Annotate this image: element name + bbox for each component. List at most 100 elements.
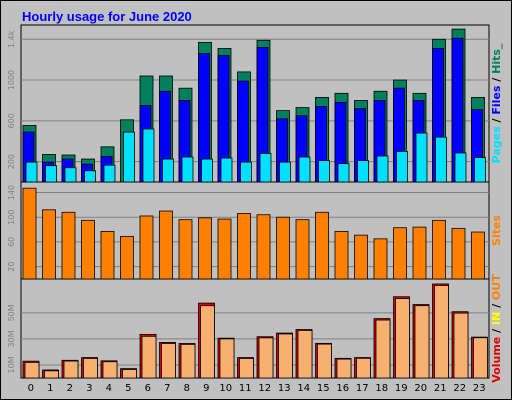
bar-kbin-14 [297,330,313,379]
bar-pages-9 [201,158,213,183]
x-tick-label-21: 21 [434,383,447,394]
bar-kbin-1 [44,370,59,379]
bar-kbin-0 [24,361,40,379]
bar-pages-0 [25,161,38,183]
bar-pages-20 [415,132,428,183]
bar-pages-3 [84,170,96,183]
legend-item-1-2: Files [490,85,503,115]
x-tick-label-17: 17 [356,383,369,394]
legend-item-3-1: / [490,325,503,337]
bar-sites-1 [42,209,56,280]
x-tick-label-15: 15 [317,383,330,394]
bar-sites-3 [81,219,95,280]
x-tick-label-8: 8 [184,383,190,394]
bar-pages-1 [45,165,57,183]
legend-item-3-3: / [490,300,503,312]
bar-pages-21 [435,136,447,183]
x-tick-label-10: 10 [219,383,232,394]
bar-sites-16 [334,231,349,280]
bar-kbin-17 [356,357,371,379]
x-tick-label-13: 13 [278,383,291,394]
plot-area-1 [20,24,490,183]
legend-item-3-2: IN [490,312,503,325]
bar-pages-22 [454,152,467,183]
bar-pages-23 [474,157,486,183]
bar-kbin-18 [375,319,391,379]
x-tick-label-3: 3 [86,383,92,394]
x-tick-label-1: 1 [47,383,53,394]
bar-kbin-22 [453,312,469,379]
bar-pages-8 [181,156,194,183]
legend-2: Sites [490,215,503,246]
bar-kbin-12 [258,337,274,379]
bar-kbin-16 [336,358,352,379]
x-tick-label-0: 0 [28,383,34,394]
legend-item-1-3: / [490,74,503,86]
bar-sites-10 [217,218,232,280]
y-tick-label-1-3: 1.4k [7,30,16,48]
legend-item-1-4: Hits_ [490,43,503,74]
bar-kbin-19 [395,298,410,379]
bar-kbin-11 [239,358,254,379]
chart-title: Hourly usage for June 2020 [1,1,512,31]
bar-pages-12 [259,153,272,183]
plot-area-3 [20,278,490,379]
x-tick-label-4: 4 [106,383,112,394]
bar-sites-2 [61,211,76,280]
bar-pages-14 [298,156,311,183]
x-tick-label-20: 20 [414,383,427,394]
x-tick-label-18: 18 [375,383,388,394]
x-tick-label-16: 16 [336,383,349,394]
bar-pages-2 [64,167,77,183]
chart-title-text: Hourly usage for June 2020 [22,9,192,24]
x-tick-label-19: 19 [395,383,408,394]
x-tick-label-5: 5 [125,383,131,394]
x-tick-label-22: 22 [453,383,466,394]
x-tick-label-6: 6 [145,383,151,394]
bar-sites-22 [451,227,466,280]
y-tick-label-2-3: 140 [7,185,16,200]
bar-kbin-3 [83,358,98,379]
bar-pages-4 [103,164,116,183]
y-tick-label-3-1: 30M [7,330,16,347]
bar-pages-18 [376,155,389,183]
y-tick-label-3-2: 50M [7,304,16,321]
y-tick-label-2-1: 60 [7,237,16,247]
y-tick-label-2-0: 20 [7,262,16,272]
bar-sites-20 [412,226,427,280]
bar-sites-8 [178,219,193,280]
x-tick-label-23: 23 [473,383,486,394]
bar-sites-19 [393,227,407,280]
bar-kbin-13 [278,333,293,379]
bar-kbin-9 [200,305,215,379]
legend-3: Volume / IN / OUT [490,274,503,383]
bar-sites-11 [237,213,251,280]
bar-pages-10 [220,157,233,183]
bar-pages-17 [357,160,369,183]
bar-sites-14 [295,219,310,280]
bar-kbin-20 [414,305,430,379]
bar-sites-15 [315,211,329,280]
y-tick-label-1-1: 600 [7,113,16,128]
x-tick-label-2: 2 [67,383,73,394]
legend-item-2-0: Sites [490,215,503,246]
bar-pages-16 [337,163,350,183]
bar-kbin-4 [102,361,118,379]
bar-sites-13 [276,216,290,280]
bar-pages-6 [142,128,155,183]
bar-kbin-5 [122,369,137,379]
bar-sites-18 [373,238,388,280]
bar-kbin-6 [141,335,157,379]
x-tick-label-11: 11 [239,383,252,394]
x-tick-label-14: 14 [297,383,310,394]
bar-pages-5 [123,131,135,183]
bar-sites-4 [100,231,115,280]
bar-sites-12 [256,214,271,280]
x-tick-label-7: 7 [164,383,170,394]
y-tick-label-1-2: 1000 [7,70,16,90]
bar-kbin-23 [473,337,488,379]
bar-sites-5 [120,235,134,280]
bar-sites-23 [471,231,485,280]
legend-1: Pages / Files / Hits_ [490,43,503,163]
